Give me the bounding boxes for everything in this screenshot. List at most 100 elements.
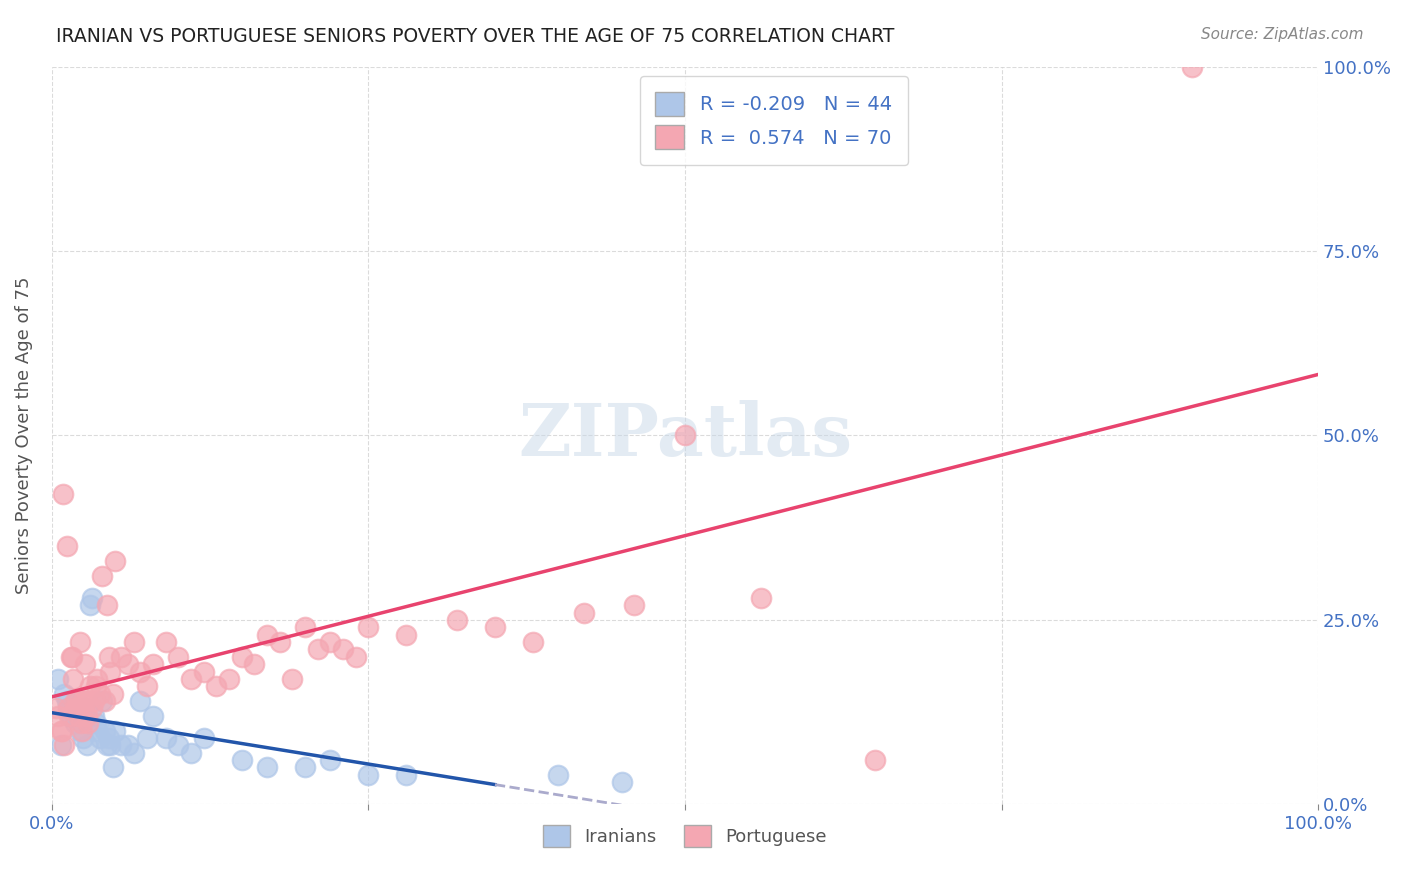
Point xyxy=(66,708,89,723)
Point xyxy=(45,701,67,715)
Point xyxy=(319,635,342,649)
Point xyxy=(94,694,117,708)
Point xyxy=(49,739,72,753)
Point xyxy=(53,739,76,753)
Point xyxy=(673,428,696,442)
Point xyxy=(73,701,96,715)
Point xyxy=(332,642,354,657)
Point xyxy=(522,635,544,649)
Y-axis label: Seniors Poverty Over the Age of 75: Seniors Poverty Over the Age of 75 xyxy=(15,277,32,594)
Point xyxy=(51,723,73,738)
Point xyxy=(218,672,240,686)
Point xyxy=(89,687,111,701)
Point xyxy=(73,657,96,672)
Point xyxy=(167,739,190,753)
Point xyxy=(79,679,101,693)
Point xyxy=(104,554,127,568)
Point xyxy=(82,701,104,715)
Point xyxy=(96,598,118,612)
Point xyxy=(83,708,105,723)
Point xyxy=(62,672,84,686)
Point xyxy=(129,665,152,679)
Point xyxy=(86,672,108,686)
Point xyxy=(96,739,118,753)
Point xyxy=(97,731,120,745)
Point xyxy=(65,701,87,715)
Point xyxy=(231,649,253,664)
Point xyxy=(97,649,120,664)
Point xyxy=(307,642,329,657)
Point xyxy=(610,775,633,789)
Point xyxy=(104,723,127,738)
Legend: Iranians, Portuguese: Iranians, Portuguese xyxy=(536,818,834,855)
Point xyxy=(281,672,304,686)
Point xyxy=(294,760,316,774)
Point xyxy=(256,627,278,641)
Point xyxy=(67,708,90,723)
Point xyxy=(547,768,569,782)
Point xyxy=(129,694,152,708)
Point xyxy=(193,665,215,679)
Point xyxy=(117,739,139,753)
Point xyxy=(91,568,114,582)
Point xyxy=(75,694,97,708)
Point xyxy=(1180,60,1202,74)
Point xyxy=(72,731,94,745)
Point xyxy=(269,635,291,649)
Point xyxy=(58,708,80,723)
Point xyxy=(180,672,202,686)
Point xyxy=(70,716,93,731)
Point xyxy=(749,591,772,605)
Point xyxy=(863,753,886,767)
Point xyxy=(167,649,190,664)
Point xyxy=(76,739,98,753)
Point xyxy=(72,694,94,708)
Point xyxy=(91,694,114,708)
Point xyxy=(82,591,104,605)
Point xyxy=(155,635,177,649)
Text: Source: ZipAtlas.com: Source: ZipAtlas.com xyxy=(1201,27,1364,42)
Point xyxy=(101,687,124,701)
Point xyxy=(344,649,367,664)
Point xyxy=(319,753,342,767)
Point xyxy=(142,657,165,672)
Point xyxy=(52,487,75,501)
Point xyxy=(101,760,124,774)
Point xyxy=(49,723,72,738)
Point xyxy=(117,657,139,672)
Point xyxy=(69,723,91,738)
Point xyxy=(180,746,202,760)
Point xyxy=(89,731,111,745)
Point xyxy=(243,657,266,672)
Point xyxy=(63,716,86,731)
Point xyxy=(256,760,278,774)
Point xyxy=(155,731,177,745)
Point xyxy=(395,627,418,641)
Point xyxy=(395,768,418,782)
Point xyxy=(83,694,105,708)
Point xyxy=(572,606,595,620)
Point xyxy=(98,739,121,753)
Point xyxy=(59,649,82,664)
Point xyxy=(357,768,380,782)
Point xyxy=(76,708,98,723)
Point xyxy=(294,620,316,634)
Point xyxy=(357,620,380,634)
Point xyxy=(98,665,121,679)
Point xyxy=(231,753,253,767)
Point xyxy=(58,701,80,715)
Point xyxy=(122,746,145,760)
Point xyxy=(142,708,165,723)
Point xyxy=(46,672,69,686)
Point xyxy=(77,716,100,731)
Point xyxy=(69,635,91,649)
Point xyxy=(484,620,506,634)
Point xyxy=(63,694,86,708)
Point xyxy=(193,731,215,745)
Point xyxy=(60,701,83,715)
Point xyxy=(205,679,228,693)
Point xyxy=(60,649,83,664)
Point xyxy=(110,739,132,753)
Point xyxy=(84,679,107,693)
Point xyxy=(56,539,79,553)
